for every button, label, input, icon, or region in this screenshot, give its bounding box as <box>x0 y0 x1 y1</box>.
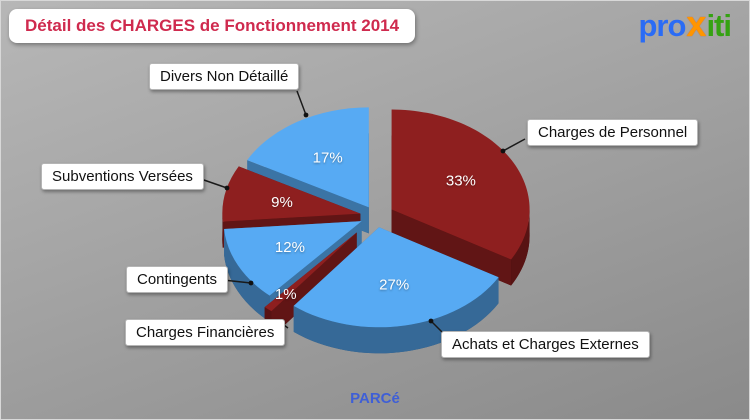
pie-slice-side-2 <box>264 232 357 334</box>
label-divers-non-detaille: Divers Non Détaillé <box>149 63 300 90</box>
pie-slice-0 <box>391 109 530 260</box>
percent-label-3: 12% <box>275 239 305 256</box>
percent-label-0: 33% <box>446 173 476 190</box>
chart-title: Détail des CHARGES de Fonctionnement 201… <box>9 9 416 43</box>
callout-dot-3 <box>248 280 254 286</box>
pie-slice-wall-3 <box>224 229 270 322</box>
percent-label-4: 9% <box>271 194 293 211</box>
pie-slice-side-0 <box>391 209 512 286</box>
callout-line-5 <box>296 90 307 116</box>
percent-label-5: 17% <box>313 150 343 167</box>
proxiti-logo: proxiti <box>638 3 732 45</box>
callout-dot-1 <box>428 318 434 324</box>
label-charges-financieres: Charges Financières <box>125 319 286 346</box>
callout-line-4 <box>200 178 228 189</box>
pie-slice-wall-0 <box>511 209 530 286</box>
pie-slice-4 <box>222 166 361 222</box>
pie-slice-5 <box>247 107 369 208</box>
percent-label-2: 1% <box>275 286 297 303</box>
logo-pro-text: pro <box>638 8 686 43</box>
percent-label-1: 27% <box>379 276 409 293</box>
logo-x-icon: x <box>686 3 706 44</box>
label-contingents: Contingents <box>126 266 229 293</box>
callout-line-0 <box>502 138 526 152</box>
entity-name: PARCé <box>350 390 400 407</box>
pie-slice-1 <box>293 227 499 328</box>
label-achats-et-charges-externes: Achats et Charges Externes <box>441 331 650 358</box>
pie-slice-3 <box>224 221 362 296</box>
label-charges-de-personnel: Charges de Personnel <box>527 119 699 146</box>
label-subventions-versees: Subventions Versées <box>41 163 204 190</box>
callout-dot-4 <box>224 185 230 191</box>
logo-iti-text: iti <box>706 8 732 43</box>
callout-dot-5 <box>303 112 309 118</box>
callout-dot-0 <box>500 148 506 154</box>
pie-slice-2 <box>264 232 357 312</box>
